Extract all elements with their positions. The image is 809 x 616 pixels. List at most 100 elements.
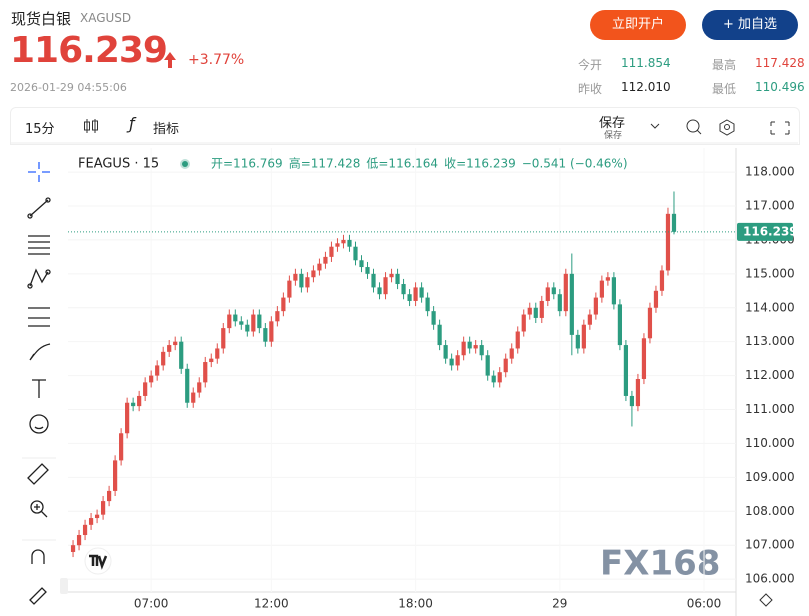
candle-body <box>257 314 262 329</box>
candle-body <box>311 270 316 278</box>
candle-body <box>269 321 274 342</box>
save[interactable]: 保存 <box>599 116 626 131</box>
candle-body <box>263 328 268 342</box>
candle-body <box>353 246 358 261</box>
candle-body <box>70 545 76 552</box>
collapse-handle[interactable] <box>60 578 68 594</box>
toolbar-icons[interactable] <box>647 118 797 136</box>
candle-body <box>629 395 635 407</box>
save-sub: 保存 <box>604 131 623 141</box>
candle-body <box>113 460 118 491</box>
symbol: XAGUSD <box>80 11 132 25</box>
candle-body <box>623 345 629 396</box>
candle-body <box>569 273 574 335</box>
candle-body <box>155 365 160 376</box>
candle-body <box>449 358 454 366</box>
candle-body <box>599 280 604 298</box>
toolbar: 15分 ƒ 指标 保存 保存 <box>10 107 800 145</box>
candle-body <box>107 490 112 502</box>
candle-body <box>617 304 623 346</box>
tv-logo <box>84 547 112 575</box>
ohlc-legend: 低=116.164 <box>366 157 438 171</box>
x-tick-label: 12:00 <box>254 597 289 611</box>
candle-body <box>341 239 346 244</box>
status-dot <box>182 161 188 167</box>
candle-body <box>245 324 250 332</box>
title: 现货白银 <box>11 10 72 28</box>
candle-body <box>467 341 472 349</box>
stat-label: 昨收 <box>578 82 603 96</box>
y-tick-label: 111.000 <box>745 402 795 416</box>
candle-body <box>545 287 550 301</box>
stat-value: 117.428 <box>755 56 805 70</box>
ohlc-legend: 收=116.239 <box>444 157 516 171</box>
candle-body <box>443 345 448 359</box>
y-tick-label: 108.000 <box>745 504 795 518</box>
candle-icon[interactable] <box>81 116 101 136</box>
y-tick-label: 109.000 <box>745 470 795 484</box>
candle-body <box>401 284 406 295</box>
stat-value: 111.854 <box>621 56 671 70</box>
candle-body <box>503 358 508 373</box>
y-tick-label: 114.000 <box>745 300 795 314</box>
candle-body <box>437 324 442 346</box>
candle-body <box>509 348 514 359</box>
candle-body <box>221 328 226 349</box>
candle-body <box>539 300 544 318</box>
candle-body <box>497 372 502 383</box>
candle-body <box>491 375 496 383</box>
candle-body <box>527 307 532 315</box>
candle-body <box>395 273 400 285</box>
candle-body <box>293 273 298 281</box>
candle-body <box>209 358 214 363</box>
candle-body <box>581 324 586 349</box>
y-tick-label: 107.000 <box>745 538 795 552</box>
candle-body <box>413 287 418 301</box>
y-tick-label: 118.000 <box>745 165 795 179</box>
candle-body <box>100 501 106 515</box>
ohlc-legend: −0.541 (−0.46%) <box>522 157 628 171</box>
candle-body <box>419 287 424 298</box>
y-tick-label: 115.000 <box>745 266 795 280</box>
ohlc-legend: 高=117.428 <box>289 156 361 171</box>
settings-icon[interactable] <box>759 593 773 607</box>
ohlc-legend: 开=116.769 <box>211 157 283 171</box>
y-tick-label: 110.000 <box>745 436 795 450</box>
candle-body <box>251 314 256 332</box>
candle-body <box>377 287 382 295</box>
candle-body <box>125 402 130 434</box>
candle-body <box>185 368 190 403</box>
fx-icon[interactable]: ƒ <box>129 114 135 133</box>
indicators[interactable]: 指标 <box>153 122 180 137</box>
candle-body <box>389 273 394 278</box>
candle-body <box>671 213 677 232</box>
last-price-label: 116.239 <box>743 224 798 238</box>
interval[interactable]: 15分 <box>25 122 55 137</box>
candle-body <box>659 270 665 291</box>
candle-body <box>641 338 647 379</box>
candle-body <box>365 267 370 274</box>
candle-body <box>587 314 592 325</box>
drawing-tools[interactable] <box>27 162 51 605</box>
candle-body <box>82 524 88 536</box>
candle-body <box>431 311 436 325</box>
open-account-button[interactable]: 立即开户 <box>590 10 686 40</box>
candle-body <box>317 263 322 271</box>
candle-body <box>425 297 430 312</box>
candle-body <box>239 321 244 325</box>
candle-body <box>665 213 671 271</box>
candle-body <box>215 348 220 359</box>
candle-body <box>455 355 460 366</box>
candle-body <box>533 307 538 318</box>
add-watchlist-button[interactable]: + 加自选 <box>702 10 798 40</box>
stat-value: 112.010 <box>621 80 671 94</box>
candle-body <box>575 334 580 349</box>
candle-body <box>635 378 641 407</box>
candle-body <box>521 314 526 332</box>
candle-body <box>407 294 412 301</box>
candle-body <box>94 514 100 519</box>
candle-body <box>557 294 562 312</box>
y-tick-label: 112.000 <box>745 368 795 382</box>
y-tick-label: 106.000 <box>745 572 795 586</box>
x-tick-label: 29 <box>552 597 567 611</box>
